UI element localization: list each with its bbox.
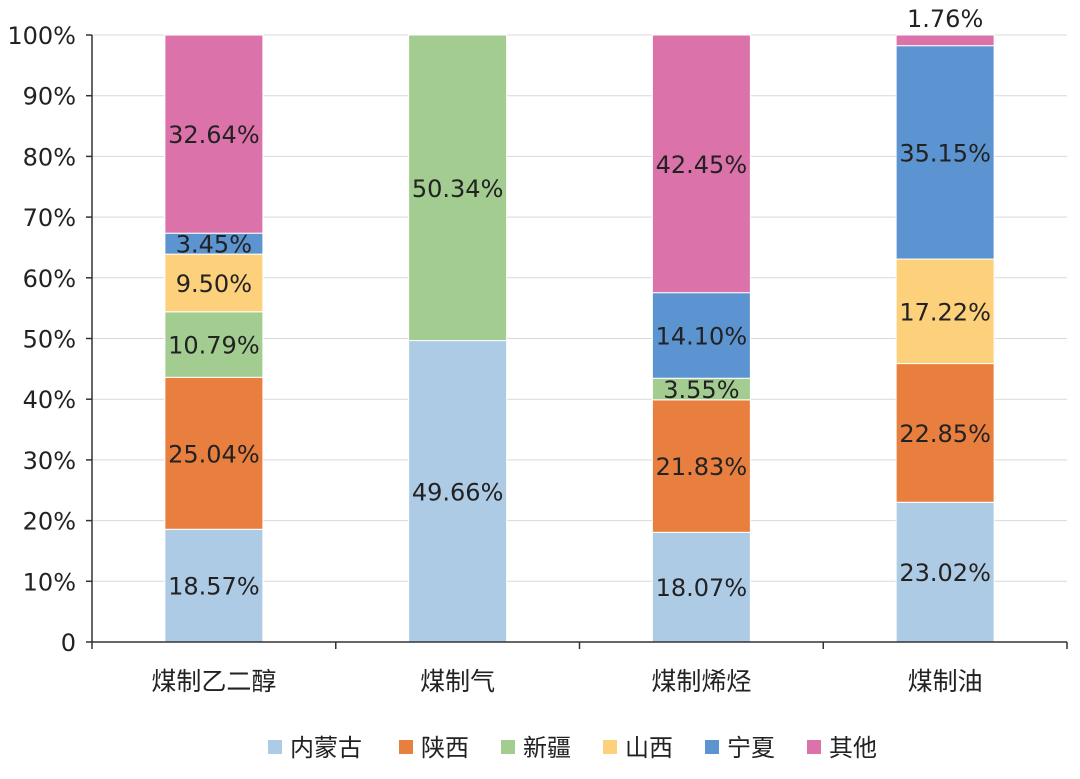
y-tick-label: 40% bbox=[23, 386, 76, 414]
bar-segment bbox=[164, 253, 264, 313]
legend-swatch bbox=[501, 740, 515, 754]
bar-segment bbox=[895, 45, 995, 260]
x-tick-label: 煤制乙二醇 bbox=[151, 667, 276, 696]
bar-segment bbox=[408, 34, 508, 342]
legend-swatch bbox=[399, 740, 413, 754]
x-tick-label: 煤制烯烃 bbox=[651, 667, 751, 696]
legend-swatch bbox=[705, 740, 719, 754]
y-tick-label: 60% bbox=[23, 265, 76, 293]
legend-label: 陕西 bbox=[421, 734, 469, 762]
y-tick-label: 20% bbox=[23, 508, 76, 536]
data-label: 49.66% bbox=[412, 478, 504, 506]
data-label: 17.22% bbox=[899, 298, 991, 326]
data-label: 25.04% bbox=[168, 440, 260, 468]
y-tick-label: 80% bbox=[23, 143, 76, 171]
data-label: 42.45% bbox=[656, 151, 748, 179]
legend-swatch bbox=[807, 740, 821, 754]
y-tick-label: 50% bbox=[23, 326, 76, 354]
bar-segment bbox=[651, 531, 751, 643]
data-label: 35.15% bbox=[899, 139, 991, 167]
x-tick-label: 煤制气 bbox=[420, 667, 495, 696]
data-label: 32.64% bbox=[168, 121, 260, 149]
data-label: 21.83% bbox=[656, 453, 748, 481]
data-label: 3.45% bbox=[176, 231, 252, 259]
data-label: 10.79% bbox=[168, 332, 260, 360]
bar-segment bbox=[164, 34, 264, 234]
y-tick-label: 30% bbox=[23, 447, 76, 475]
data-label: 22.85% bbox=[899, 420, 991, 448]
y-tick-label: 90% bbox=[23, 83, 76, 111]
bar-segment bbox=[164, 376, 264, 530]
data-label: 3.55% bbox=[663, 376, 739, 404]
legend-label: 山西 bbox=[625, 734, 673, 762]
y-tick-label: 0 bbox=[61, 629, 76, 657]
legend-label: 宁夏 bbox=[727, 734, 775, 762]
bar-segment bbox=[895, 363, 995, 503]
legend-label: 其他 bbox=[829, 734, 877, 762]
legend-label: 内蒙古 bbox=[290, 734, 362, 762]
data-label: 1.76% bbox=[907, 5, 983, 33]
legend-label: 新疆 bbox=[523, 734, 571, 762]
bar-segment bbox=[164, 311, 264, 378]
x-tick-label: 煤制油 bbox=[908, 667, 983, 696]
data-label: 14.10% bbox=[656, 322, 748, 350]
data-label: 18.57% bbox=[168, 573, 260, 601]
legend-swatch bbox=[603, 740, 617, 754]
data-label: 23.02% bbox=[899, 559, 991, 587]
data-label: 9.50% bbox=[176, 270, 252, 298]
legend-swatch bbox=[268, 740, 282, 754]
bar-segment bbox=[651, 34, 751, 294]
data-label: 18.07% bbox=[656, 574, 748, 602]
bar-segment bbox=[651, 292, 751, 379]
bar-segment bbox=[651, 399, 751, 533]
y-tick-label: 100% bbox=[7, 22, 76, 50]
bar-segment bbox=[895, 34, 995, 47]
bar-segment bbox=[895, 501, 995, 643]
data-label: 50.34% bbox=[412, 175, 504, 203]
bar-segment bbox=[895, 258, 995, 365]
y-tick-label: 10% bbox=[23, 568, 76, 596]
y-tick-label: 70% bbox=[23, 204, 76, 232]
